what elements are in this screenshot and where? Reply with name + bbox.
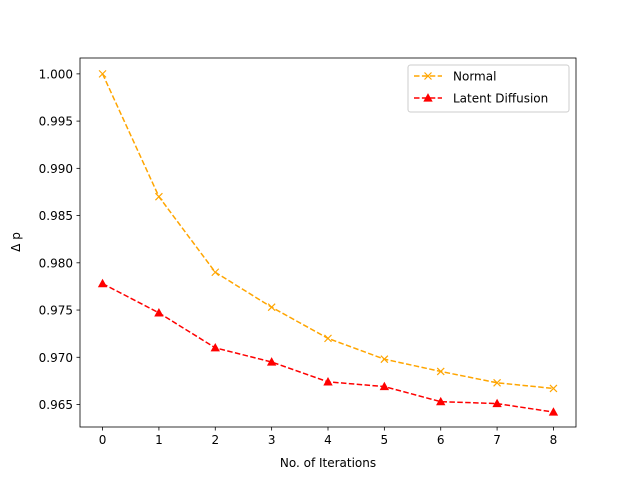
legend-marker-latent-diffusion bbox=[423, 93, 433, 102]
legend-box bbox=[407, 64, 570, 113]
x-tick-label: 0 bbox=[99, 433, 107, 447]
y-tick-label: 0.970 bbox=[39, 351, 73, 365]
data-point-latent-diffusion bbox=[97, 278, 108, 288]
data-point-latent-diffusion bbox=[210, 343, 220, 352]
data-point-normal bbox=[380, 355, 389, 364]
data-point-normal-stroke-b bbox=[436, 367, 445, 376]
x-axis-label: No. of Iterations bbox=[280, 456, 376, 470]
y-tick-label: 0.980 bbox=[39, 256, 73, 270]
data-point-normal bbox=[211, 268, 220, 277]
data-point-latent-diffusion bbox=[436, 396, 446, 406]
data-point-normal-stroke-b bbox=[493, 378, 502, 387]
y-axis: 0.965 0.970 0.975 0.980 0.985 0.990 0.995 1.000 bbox=[39, 67, 80, 412]
y-tick-label: 1.000 bbox=[39, 67, 73, 81]
legend-marker-normal bbox=[424, 72, 432, 80]
y-tick-label: 0.965 bbox=[39, 398, 73, 412]
x-axis: 0 1 2 3 4 5 6 7 8 bbox=[99, 427, 558, 447]
series-layer bbox=[97, 69, 559, 416]
data-point-normal-stroke-b bbox=[98, 69, 107, 78]
x-tick-label: 4 bbox=[324, 433, 332, 447]
y-tick-label: 0.975 bbox=[39, 304, 73, 318]
data-point-latent-diffusion bbox=[379, 381, 390, 391]
data-point-latent-diffusion bbox=[154, 308, 164, 317]
data-point-latent-diffusion bbox=[548, 407, 559, 416]
data-point-normal bbox=[267, 303, 276, 312]
data-point-normal bbox=[98, 69, 107, 78]
x-tick-label: 1 bbox=[155, 433, 163, 447]
data-point-normal-stroke-b bbox=[380, 355, 389, 364]
data-point-normal bbox=[436, 367, 445, 376]
data-point-latent-diffusion bbox=[492, 398, 502, 408]
x-tick-label: 5 bbox=[381, 433, 389, 447]
x-tick-label: 6 bbox=[437, 433, 445, 447]
data-point-normal-stroke-b bbox=[154, 192, 163, 201]
x-tick-label: 7 bbox=[493, 433, 501, 447]
data-point-normal bbox=[154, 192, 163, 201]
data-point-normal-stroke-b bbox=[549, 384, 558, 393]
x-tick-label: 8 bbox=[550, 433, 558, 447]
data-point-normal-stroke-b bbox=[267, 303, 276, 312]
y-tick-label: 0.990 bbox=[39, 162, 73, 176]
legend-label-latent-diffusion: Latent Diffusion bbox=[453, 92, 548, 106]
data-point-latent-diffusion bbox=[323, 377, 333, 386]
x-tick-label: 3 bbox=[268, 433, 276, 447]
data-point-normal-stroke-b bbox=[211, 268, 220, 277]
data-point-latent-diffusion bbox=[266, 357, 277, 366]
legend: Normal Latent Diffusion bbox=[407, 64, 570, 113]
y-tick-label: 0.985 bbox=[39, 209, 73, 223]
x-tick-label: 2 bbox=[211, 433, 219, 447]
y-axis-label: Δ p bbox=[9, 232, 23, 252]
data-point-normal-stroke-b bbox=[324, 334, 332, 343]
data-point-normal bbox=[549, 384, 558, 393]
data-point-normal bbox=[324, 334, 332, 343]
data-point-normal bbox=[493, 378, 502, 387]
y-tick-label: 0.995 bbox=[39, 115, 73, 129]
legend-label-normal: Normal bbox=[453, 70, 496, 84]
legend-marker-normal-stroke-b bbox=[424, 72, 432, 80]
